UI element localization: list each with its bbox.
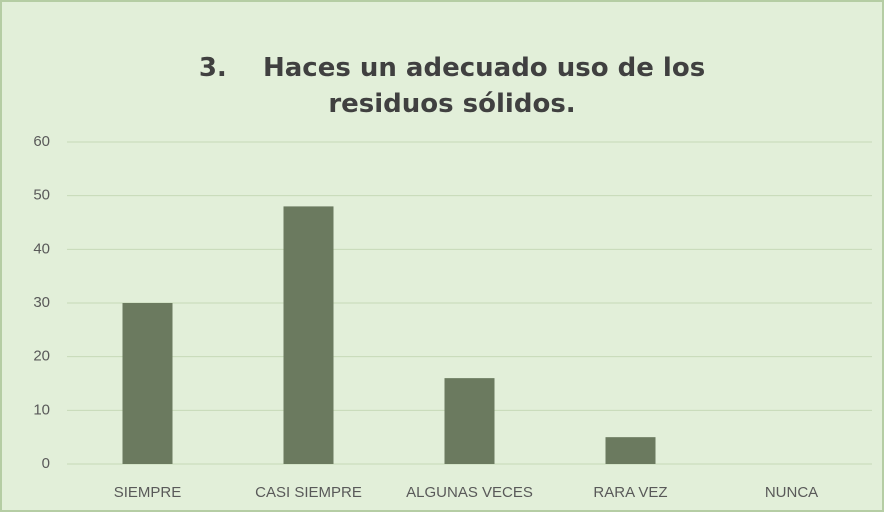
y-tick-label: 60 (33, 133, 50, 150)
bar (605, 437, 656, 464)
y-tick-label: 20 (33, 348, 50, 365)
bar (283, 206, 334, 464)
x-tick-label: NUNCA (765, 484, 818, 501)
x-tick-label: SIEMPRE (114, 484, 182, 501)
y-tick-label: 50 (33, 187, 50, 204)
bar (122, 303, 173, 464)
chart-title: 3. Haces un adecuado uso de los residuos… (198, 53, 715, 119)
y-tick-label: 10 (33, 401, 50, 418)
y-tick-label: 30 (33, 294, 50, 311)
y-tick-label: 0 (42, 455, 50, 472)
x-tick-label: RARA VEZ (593, 484, 667, 501)
y-tick-label: 40 (33, 240, 50, 257)
x-tick-label: ALGUNAS VECES (406, 484, 533, 501)
x-tick-label: CASI SIEMPRE (255, 484, 362, 501)
bar (444, 378, 495, 464)
